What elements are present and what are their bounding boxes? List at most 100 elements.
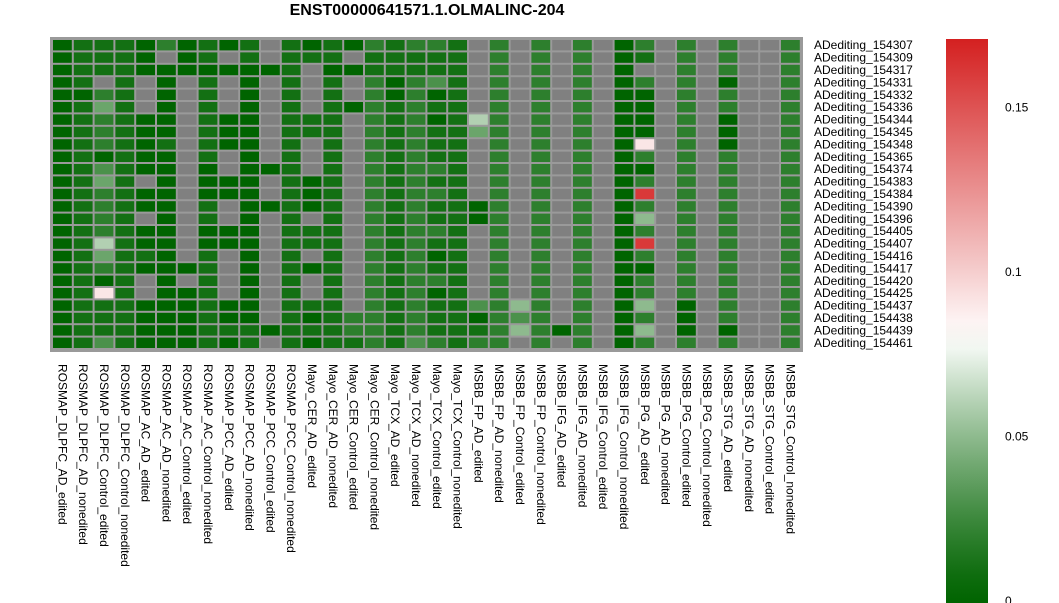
heatmap-cell — [448, 164, 467, 175]
heatmap-cell — [718, 337, 738, 348]
heatmap-cell — [94, 77, 114, 88]
heatmap-cell — [406, 337, 426, 348]
heatmap-cell — [365, 89, 384, 100]
heatmap-cell — [219, 312, 239, 324]
heatmap-cell — [510, 337, 530, 348]
heatmap-cell — [469, 102, 488, 113]
heatmap-cell — [115, 275, 135, 286]
heatmap-cell — [323, 114, 343, 125]
heatmap-cell — [718, 176, 738, 187]
heatmap-cell — [427, 102, 447, 113]
heatmap-cell — [157, 250, 176, 262]
heatmap-cell — [177, 300, 197, 311]
heatmap-cell — [635, 263, 655, 274]
heatmap-cell — [344, 263, 363, 274]
heatmap-cell — [760, 300, 779, 311]
heatmap-cell — [510, 102, 530, 113]
heatmap-cell — [427, 288, 447, 299]
heatmap-cell — [177, 114, 197, 125]
heatmap-cell — [53, 263, 72, 274]
heatmap-cell — [53, 114, 72, 125]
heatmap-cell — [593, 288, 613, 299]
heatmap-cell — [323, 102, 343, 113]
heatmap-cell — [469, 300, 488, 311]
heatmap-cell — [531, 201, 551, 212]
heatmap-cell — [489, 40, 509, 51]
heatmap-cell — [73, 325, 93, 336]
heatmap-cell — [427, 151, 447, 162]
heatmap-cell — [469, 213, 488, 224]
heatmap-cell — [427, 176, 447, 187]
heatmap-cell — [136, 337, 155, 348]
heatmap-cell — [635, 275, 655, 286]
heatmap-cell — [302, 89, 322, 100]
heatmap-cell — [240, 176, 259, 187]
heatmap-cell — [281, 126, 301, 138]
heatmap-cell — [635, 176, 655, 187]
heatmap-cell — [489, 64, 509, 76]
heatmap-cell — [94, 164, 114, 175]
heatmap-cell — [552, 139, 571, 150]
heatmap-cell — [448, 151, 467, 162]
heatmap-cell — [365, 52, 384, 63]
heatmap-cell — [323, 238, 343, 249]
heatmap-cell — [739, 250, 759, 262]
heatmap-cell — [677, 325, 696, 336]
heatmap-cell — [718, 325, 738, 336]
heatmap-cell — [281, 263, 301, 274]
heatmap-cell — [448, 325, 467, 336]
heatmap-cell — [448, 77, 467, 88]
heatmap-cell — [302, 213, 322, 224]
heatmap-cell — [739, 52, 759, 63]
column-label: ROSMAP_AC_Control_nonedited — [201, 364, 215, 544]
heatmap-cell — [427, 337, 447, 348]
heatmap-cell — [531, 40, 551, 51]
heatmap-cell — [593, 102, 613, 113]
heatmap-cell — [739, 164, 759, 175]
heatmap-cell — [281, 226, 301, 237]
heatmap-cell — [781, 164, 800, 175]
heatmap-cell — [531, 114, 551, 125]
heatmap-cell — [656, 312, 675, 324]
heatmap-cell — [53, 325, 72, 336]
heatmap-cell — [365, 139, 384, 150]
row-label: ADediting_154396 — [814, 212, 913, 226]
heatmap-cell — [94, 102, 114, 113]
heatmap-cell — [115, 114, 135, 125]
heatmap-cell — [323, 325, 343, 336]
row-label: ADediting_154365 — [814, 150, 913, 164]
column-labels: ROSMAP_DLPFC_AD_edited ROSMAP_DLPFC_AD_no… — [55, 364, 797, 567]
heatmap-cell — [323, 164, 343, 175]
heatmap-cell — [53, 275, 72, 286]
heatmap-cell — [593, 164, 613, 175]
heatmap-cell — [510, 64, 530, 76]
heatmap-cell — [136, 139, 155, 150]
heatmap-cell — [469, 40, 488, 51]
chart-title: ENST00000641571.1.OLMALINC-204 — [290, 2, 565, 19]
heatmap-cell — [510, 300, 530, 311]
heatmap-cell — [593, 300, 613, 311]
heatmap-cell — [385, 201, 405, 212]
heatmap-cell — [94, 275, 114, 286]
heatmap-cell — [219, 288, 239, 299]
heatmap-cell — [157, 64, 176, 76]
heatmap-cell — [157, 52, 176, 63]
heatmap-cell — [552, 164, 571, 175]
heatmap-cell — [365, 164, 384, 175]
heatmap-cell — [94, 201, 114, 212]
column-label: Mayo_CER_Control_nonedited — [367, 364, 381, 530]
heatmap-cell — [469, 288, 488, 299]
heatmap-cell — [281, 64, 301, 76]
heatmap-cell — [177, 102, 197, 113]
heatmap-cell — [365, 250, 384, 262]
heatmap-cell — [635, 114, 655, 125]
heatmap-cell — [531, 188, 551, 200]
heatmap-cell — [656, 89, 675, 100]
heatmap-cell — [552, 275, 571, 286]
heatmap-cell — [489, 337, 509, 348]
heatmap-cell — [115, 102, 135, 113]
heatmap-cell — [614, 139, 634, 150]
heatmap-cell — [718, 226, 738, 237]
heatmap-cell — [281, 300, 301, 311]
heatmap-cell — [781, 114, 800, 125]
